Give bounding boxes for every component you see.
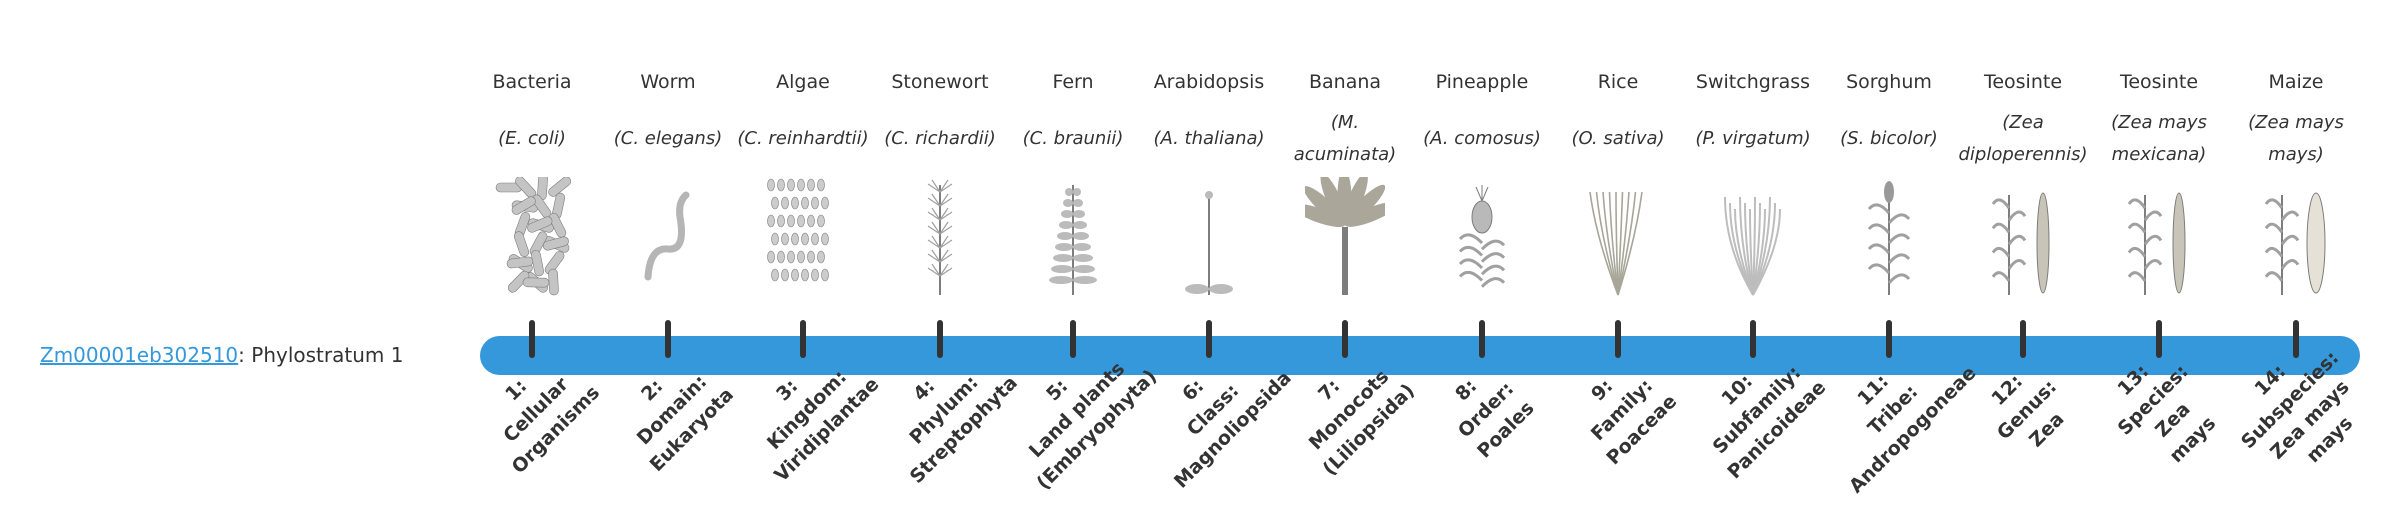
scientific-name-text: (Zea diploperennis)	[1958, 112, 2088, 165]
pineapple-illustration-icon	[1414, 177, 1550, 297]
organism-common-name: Stonewort	[891, 71, 989, 93]
fern-illustration-icon	[1005, 177, 1141, 297]
gene-label: Zm00001eb302510: Phylostratum 1	[40, 340, 403, 370]
rice-illustration-icon	[1550, 177, 1686, 297]
organism-common-name: Arabidopsis	[1153, 71, 1265, 93]
organism-scientific-name: (P. virgatum)	[1685, 107, 1821, 171]
scientific-name-text: (S. bicolor)	[1840, 128, 1938, 149]
organism-common-name: Fern	[1052, 71, 1094, 93]
organism-common-name: Worm	[640, 71, 696, 93]
scientific-name-text: (C. reinhardtii)	[737, 128, 869, 149]
sorghum-illustration-icon	[1821, 177, 1957, 297]
timeline-tick	[800, 320, 806, 358]
organism-scientific-name: (M. acuminata)	[1277, 107, 1413, 171]
timeline-tick	[1615, 320, 1621, 358]
organism-common-name: Sorghum	[1846, 71, 1932, 93]
timeline-tick	[2020, 320, 2026, 358]
algae-illustration-icon	[735, 177, 871, 297]
organism-scientific-name: (S. bicolor)	[1821, 107, 1957, 171]
scientific-name-text: (Zea mays mays)	[2248, 112, 2344, 165]
timeline-tick	[1750, 320, 1756, 358]
organism-scientific-name: (A. thaliana)	[1141, 107, 1277, 171]
scientific-name-text: (E. coli)	[498, 128, 566, 149]
organism-common-name: Maize	[2268, 71, 2324, 93]
timeline-tick	[2156, 320, 2162, 358]
scientific-name-text: (O. sativa)	[1571, 128, 1665, 149]
organism-scientific-name: (Zea diploperennis)	[1955, 107, 2091, 171]
banana-illustration-icon	[1277, 177, 1413, 297]
organism-common-name: Rice	[1597, 71, 1639, 93]
scientific-name-text: (Zea mays mexicana)	[2111, 112, 2207, 165]
timeline-tick	[1479, 320, 1485, 358]
organism-common-name: Bacteria	[492, 71, 572, 93]
organism-common-name: Switchgrass	[1695, 71, 1811, 93]
timeline-tick	[1886, 320, 1892, 358]
gene-id-link[interactable]: Zm00001eb302510	[40, 343, 239, 367]
timeline-tick	[2293, 320, 2299, 358]
organism-scientific-name: (C. braunii)	[1005, 107, 1141, 171]
organism-common-name: Teosinte	[1983, 71, 2063, 93]
organism-scientific-name: (O. sativa)	[1550, 107, 1686, 171]
worm-illustration-icon	[600, 177, 736, 297]
arabidopsis-illustration-icon	[1141, 177, 1277, 297]
organism-scientific-name: (C. reinhardtii)	[735, 107, 871, 171]
organism-common-name: Pineapple	[1435, 71, 1529, 93]
organism-scientific-name: (C. richardii)	[872, 107, 1008, 171]
organism-scientific-name: (A. comosus)	[1414, 107, 1550, 171]
timeline-tick	[665, 320, 671, 358]
teosinte-mexicana-illustration-icon	[2091, 177, 2227, 297]
organism-common-name: Banana	[1308, 71, 1382, 93]
timeline-tick	[529, 320, 535, 358]
maize-illustration-icon	[2228, 177, 2364, 297]
switchgrass-illustration-icon	[1685, 177, 1821, 297]
phylostratum-timeline-bar	[480, 336, 2360, 375]
timeline-tick	[1342, 320, 1348, 358]
scientific-name-text: (C. elegans)	[613, 128, 723, 149]
scientific-name-text: (P. virgatum)	[1695, 128, 1811, 149]
timeline-tick	[1206, 320, 1212, 358]
organism-scientific-name: (Zea mays mays)	[2228, 107, 2364, 171]
scientific-name-text: (C. braunii)	[1022, 128, 1124, 149]
scientific-name-text: (C. richardii)	[884, 128, 996, 149]
scientific-name-text: (A. comosus)	[1423, 128, 1541, 149]
scientific-name-text: (A. thaliana)	[1153, 128, 1265, 149]
timeline-tick	[1070, 320, 1076, 358]
teosinte-illustration-icon	[1955, 177, 2091, 297]
organism-common-name: Teosinte	[2119, 71, 2199, 93]
organism-common-name: Algae	[776, 71, 830, 93]
stonewort-illustration-icon	[872, 177, 1008, 297]
organism-scientific-name: (C. elegans)	[600, 107, 736, 171]
scientific-name-text: (M. acuminata)	[1293, 112, 1397, 165]
organism-scientific-name: (Zea mays mexicana)	[2091, 107, 2227, 171]
timeline-tick	[937, 320, 943, 358]
bacteria-illustration-icon	[464, 177, 600, 297]
organism-scientific-name: (E. coli)	[464, 107, 600, 171]
phylostratum-text: : Phylostratum 1	[238, 343, 404, 367]
